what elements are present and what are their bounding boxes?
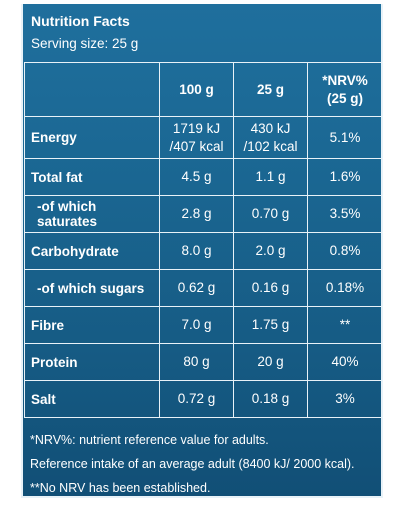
nutrient-name: -of which sugars [24,269,160,307]
value-per-25g: 430 kJ /102 kcal [233,116,308,159]
value-nrv: ** [307,306,381,344]
nutrient-name: Energy [24,116,160,159]
value-nrv: 3% [307,380,381,418]
nutrient-name: Protein [24,343,160,381]
value-per-25g: 0.18 g [233,380,308,418]
value-per-25g: 0.70 g [233,195,308,233]
value-nrv: 1.6% [307,158,381,196]
table-row: -of which sugars 0.62 g 0.16 g 0.18% [24,269,381,307]
footnotes: *NRV%: nutrient reference value for adul… [30,428,377,496]
nutrient-name: Total fat [24,158,160,196]
table-row: Salt 0.72 g 0.18 g 3% [24,380,381,418]
table-body: Energy 1719 kJ /407 kcal 430 kJ /102 kcal 5… [24,116,381,418]
value-nrv: 40% [307,343,381,381]
value-per-25g: 1.75 g [233,306,308,344]
table-row: -of which saturates 2.8 g 0.70 g 3.5% [24,195,381,233]
nutrient-name: -of which saturates [24,195,160,233]
column-header-nrv: *NRV% (25 g) [307,62,381,117]
value-per-100g: 0.72 g [159,380,234,418]
label-title: Nutrition Facts [31,13,130,29]
table-row: Carbohydrate 8.0 g 2.0 g 0.8% [24,232,381,270]
value-nrv: 3.5% [307,195,381,233]
serving-size: Serving size: 25 g [31,36,139,51]
footnote-no-nrv: **No NRV has been established. [30,481,211,495]
column-header-per-25g: 25 g [233,62,308,117]
label-header: Nutrition Facts Serving size: 25 g [31,12,373,53]
footnote-reference-intake: Reference intake of an average adult (84… [30,457,355,471]
column-header-per-100g: 100 g [159,62,234,117]
value-per-25g: 0.16 g [233,269,308,307]
table-row: Total fat 4.5 g 1.1 g 1.6% [24,158,381,196]
table-header-row: 100 g 25 g *NRV% (25 g) [24,62,381,117]
footnote-nrv-definition: *NRV%: nutrient reference value for adul… [30,433,269,447]
value-per-100g: 0.62 g [159,269,234,307]
column-header-nutrient [24,62,160,117]
nutrition-label: Nutrition Facts Serving size: 25 g 100 g… [21,4,383,498]
value-per-100g: 80 g [159,343,234,381]
value-per-100g: 2.8 g [159,195,234,233]
value-nrv: 0.8% [307,232,381,270]
value-per-25g: 1.1 g [233,158,308,196]
value-nrv: 0.18% [307,269,381,307]
value-per-100g: 8.0 g [159,232,234,270]
table-row: Protein 80 g 20 g 40% [24,343,381,381]
value-per-25g: 20 g [233,343,308,381]
value-per-100g: 4.5 g [159,158,234,196]
nutrition-table: 100 g 25 g *NRV% (25 g) Energy 1719 kJ /4… [24,62,381,418]
value-nrv: 5.1% [307,116,381,159]
value-per-25g: 2.0 g [233,232,308,270]
value-per-100g: 7.0 g [159,306,234,344]
table-row: Energy 1719 kJ /407 kcal 430 kJ /102 kcal 5… [24,116,381,159]
value-per-100g: 1719 kJ /407 kcal [159,116,234,159]
nutrient-name: Fibre [24,306,160,344]
nutrient-name: Salt [24,380,160,418]
table-row: Fibre 7.0 g 1.75 g ** [24,306,381,344]
nutrient-name: Carbohydrate [24,232,160,270]
